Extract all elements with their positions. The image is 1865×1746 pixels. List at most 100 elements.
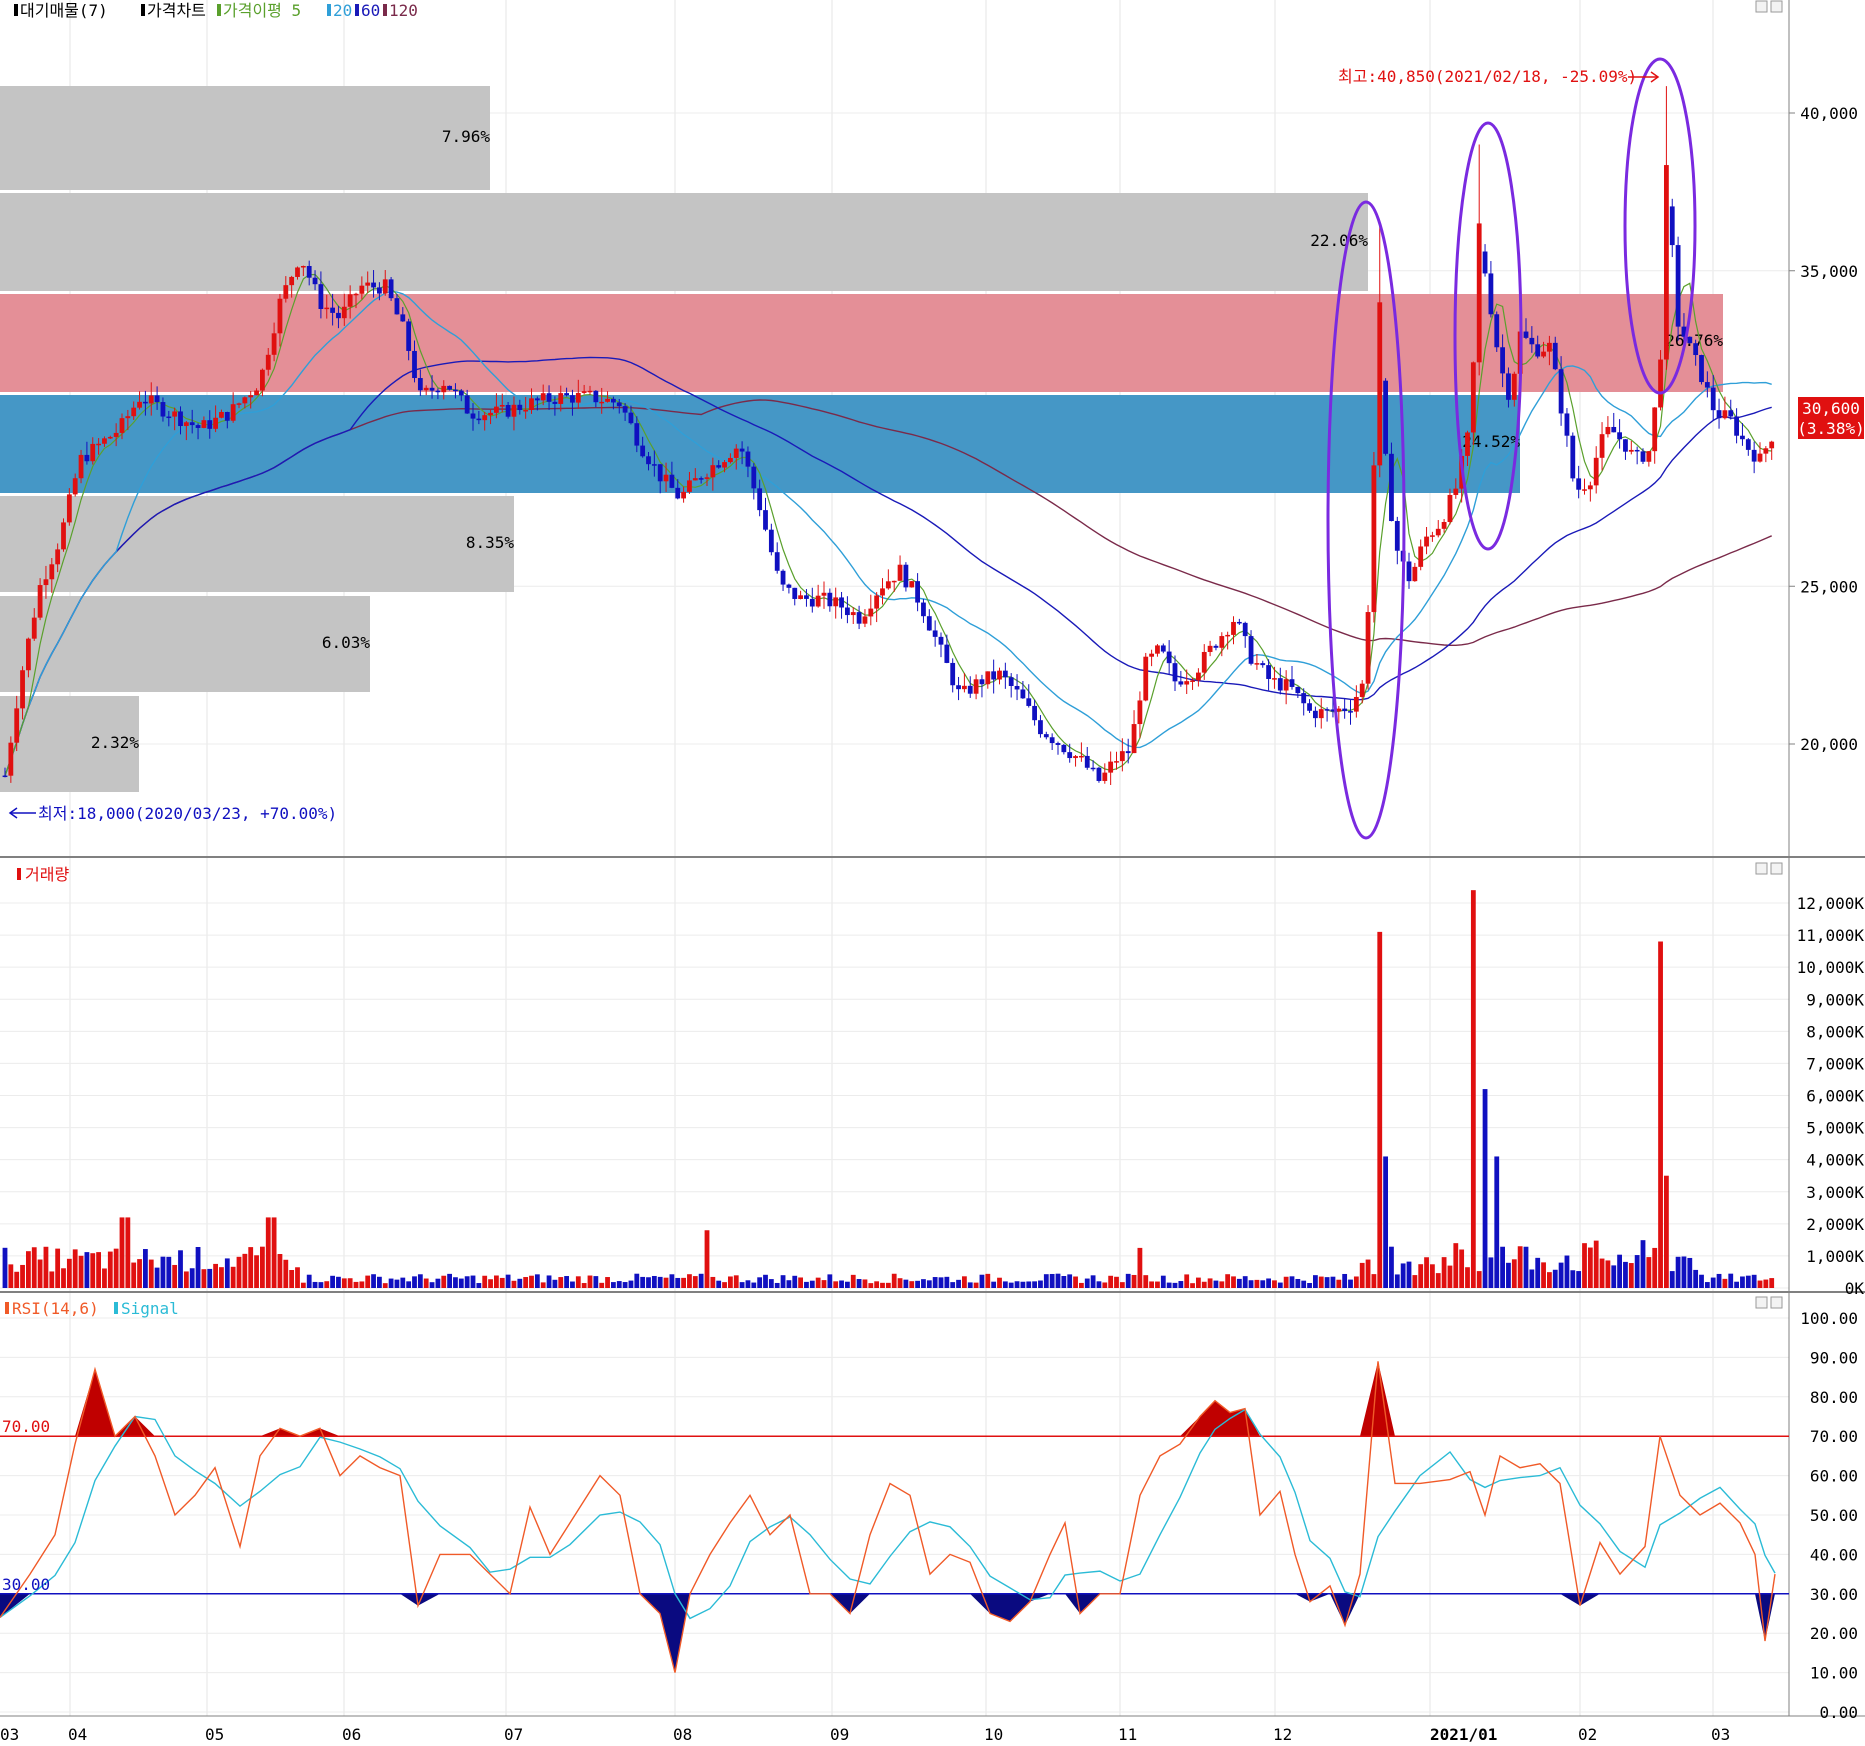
volume-bar — [815, 1277, 821, 1288]
candle-body — [804, 595, 809, 599]
volume-tick-label: 4,000K — [1806, 1151, 1864, 1170]
volume-bar — [265, 1217, 271, 1288]
candle-body — [552, 401, 558, 404]
volume-bar — [921, 1279, 926, 1288]
close-icon[interactable] — [1770, 0, 1783, 13]
volume-bar — [903, 1279, 909, 1288]
volume-bar — [985, 1273, 991, 1288]
volume-bar — [1342, 1273, 1348, 1288]
candle-body — [921, 602, 926, 617]
candle-body — [675, 487, 681, 499]
volume-bar — [458, 1278, 464, 1288]
candle-body — [1435, 528, 1441, 536]
volume-bar — [1669, 1271, 1675, 1288]
volume-bar — [1523, 1246, 1529, 1288]
candle-body — [985, 671, 991, 685]
legend-swatch — [141, 4, 145, 16]
candle-body — [616, 402, 622, 407]
volume-bar — [704, 1230, 710, 1288]
low-label: 최저:18,000(2020/03/23, +70.00%) — [38, 804, 337, 823]
candle-body — [499, 404, 505, 407]
candle-body — [1728, 410, 1734, 417]
candle-body — [131, 407, 137, 417]
volume-bar — [640, 1276, 646, 1288]
candle-body — [447, 385, 452, 390]
candle-body — [353, 293, 359, 296]
candle-body — [1149, 653, 1154, 657]
candle-body — [1476, 223, 1482, 363]
candle-body — [1383, 380, 1388, 454]
close-icon[interactable] — [1770, 1296, 1783, 1309]
minimize-icon[interactable] — [1755, 0, 1768, 13]
volume-bar — [1728, 1273, 1734, 1288]
candle-body — [950, 662, 956, 686]
volume-tick-label: 9,000K — [1806, 990, 1864, 1009]
volume-bar — [932, 1277, 938, 1288]
volume-bar — [1014, 1281, 1020, 1288]
candle-body — [1412, 566, 1418, 582]
volume-bar — [1359, 1262, 1365, 1288]
volume-bar — [236, 1256, 242, 1288]
volume-bar — [1336, 1279, 1342, 1288]
volume-bar — [1628, 1263, 1634, 1288]
candle-body — [1248, 636, 1254, 664]
candle-body — [2, 775, 8, 778]
rsi-legend: RSI(14,6) Signal — [5, 1299, 179, 1318]
volume-bar — [435, 1278, 441, 1288]
candle-body — [798, 595, 803, 599]
candle-body — [1020, 689, 1026, 699]
candle-body — [1523, 331, 1529, 338]
candle-body — [90, 443, 96, 462]
volume-bar — [575, 1276, 581, 1288]
volume-bar — [341, 1278, 347, 1288]
candle-body — [336, 312, 341, 319]
volume-bar — [1541, 1262, 1546, 1288]
candle-body — [1260, 663, 1266, 666]
volume-bar — [505, 1274, 511, 1288]
volume-bar — [189, 1268, 195, 1288]
candle-body — [1090, 767, 1096, 770]
volume-bar — [78, 1255, 84, 1288]
volume-bar — [178, 1250, 183, 1288]
candle-body — [1646, 451, 1652, 462]
candle-body — [61, 522, 66, 550]
candle-body — [1155, 645, 1160, 654]
candle-body — [107, 436, 113, 439]
volume-bar — [511, 1280, 517, 1288]
ma60-line — [4, 356, 1772, 776]
candle-body — [903, 564, 909, 588]
candle-body — [1026, 698, 1032, 706]
candle-body — [611, 398, 616, 403]
volume-bar — [915, 1280, 920, 1288]
panel-controls[interactable] — [1755, 0, 1783, 1309]
volume-bar — [891, 1273, 897, 1288]
volume-bar — [1745, 1275, 1751, 1288]
candle-body — [37, 585, 43, 618]
candle-body — [143, 401, 148, 404]
candle-body — [166, 416, 172, 419]
price-legend: 대기매물(7) 가격차트 가격이평 5 20 60 120 — [14, 1, 418, 20]
candle-body — [651, 464, 657, 466]
minimize-icon[interactable] — [1755, 1296, 1768, 1309]
candle-body — [359, 285, 365, 294]
candle-body — [464, 395, 470, 414]
volume-profile-label: 22.06% — [1310, 231, 1368, 250]
volume-bar — [31, 1247, 37, 1288]
close-icon[interactable] — [1770, 862, 1783, 875]
rsi-tick-label: 60.00 — [1810, 1467, 1858, 1486]
minimize-icon[interactable] — [1755, 862, 1768, 875]
volume-bar — [423, 1278, 429, 1288]
candle-body — [1336, 708, 1342, 712]
volume-bar — [1611, 1265, 1617, 1288]
candle-body — [1558, 369, 1564, 414]
volume-bar — [1441, 1257, 1447, 1288]
candle-body — [1541, 351, 1546, 357]
candle-body — [1699, 355, 1704, 383]
candle-body — [997, 670, 1002, 680]
volume-bar — [675, 1277, 681, 1288]
volume-tick-label: 0K — [1845, 1279, 1865, 1298]
volume-bar — [1693, 1269, 1699, 1288]
candle-body — [242, 397, 248, 404]
candle-body — [1242, 622, 1248, 637]
legend-swatch — [217, 4, 221, 16]
